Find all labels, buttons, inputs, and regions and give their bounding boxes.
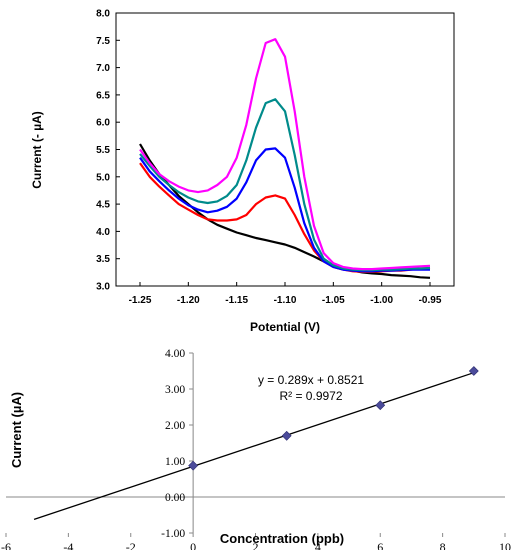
bottom-x-tick-label: -6: [1, 540, 11, 550]
voltammogram-series-1: [139, 143, 431, 279]
top-y-tick-label: 3.5: [96, 254, 110, 265]
voltammogram-series-3: [139, 147, 430, 273]
regression-equation: y = 0.289x + 0.8521: [258, 373, 364, 387]
bottom-x-tick-label: 6: [377, 540, 383, 550]
bottom-y-tick-label: 4.00: [165, 348, 185, 360]
top-y-tick-label: 7.0: [96, 63, 110, 74]
top-x-tick-label: -1.10: [274, 295, 297, 306]
voltammogram-series-5: [139, 38, 431, 271]
top-x-axis: -1.25 -1.20 -1.15 -1.10 -1.05 -1.00 -0.95: [129, 282, 442, 306]
top-y-tick-label: 4.0: [96, 227, 110, 238]
regression-line: [33, 372, 475, 521]
voltammogram-series-2: [139, 162, 431, 273]
top-x-tick-label: -0.95: [419, 295, 442, 306]
bottom-y-axis-title: Current (µA): [9, 392, 24, 468]
top-y-tick-label: 7.5: [96, 36, 110, 47]
data-point: [468, 366, 479, 376]
top-x-tick-label: -1.00: [370, 295, 393, 306]
r-squared-label: R² = 0.9972: [279, 389, 342, 403]
bottom-x-tick-label: 4: [315, 540, 321, 550]
fit-line-group: [33, 372, 475, 521]
top-y-tick-label: 4.5: [96, 200, 110, 211]
bottom-y-tick-label: -1.00: [161, 528, 185, 540]
top-y-tick-label: 6.5: [96, 90, 110, 101]
data-point: [281, 430, 292, 441]
top-y-tick-label: 5.0: [96, 172, 110, 183]
bottom-x-axis: -6 -4 -2 0 2 4 6 8 10: [1, 533, 511, 550]
bottom-y-tick-label: 0.00: [165, 492, 185, 504]
bottom-y-tick-label: 3.00: [165, 384, 185, 396]
bottom-y-tick-label: 2.00: [165, 420, 185, 432]
top-y-tick-label: 8.0: [96, 9, 110, 20]
top-x-tick-label: -1.15: [225, 295, 248, 306]
top-y-tick-label: 5.5: [96, 145, 110, 156]
top-x-tick-label: -1.05: [322, 295, 345, 306]
top-x-tick-label: -1.20: [177, 295, 200, 306]
top-y-axis: 3.0 3.5 4.0 4.5 5.0 5.5 6.0 6.5 7.0 7.5 8.0: [96, 9, 120, 293]
top-y-tick-label: 6.0: [96, 118, 110, 129]
top-x-tick-label: -1.25: [129, 295, 152, 306]
bottom-y-axis: -1.00 0.00 1.00 2.00 3.00 4.00: [161, 348, 194, 540]
bottom-x-axis-title: Concentration (ppb): [220, 531, 344, 546]
bottom-x-tick-label: 10: [499, 540, 511, 550]
top-x-axis-title: Potential (V): [250, 320, 320, 334]
voltammogram-chart: 3.03.54.04.55.05.56.06.57.07.58.0 -1.25-…: [30, 9, 455, 334]
top-series-group: [139, 38, 431, 279]
bottom-axes: [6, 353, 505, 533]
bottom-x-tick-label: -2: [126, 540, 136, 550]
bottom-x-tick-label: 8: [440, 540, 446, 550]
bottom-y-tick-label: 1.00: [165, 456, 185, 468]
bottom-x-tick-label: 0: [190, 540, 196, 550]
data-point: [375, 400, 386, 411]
bottom-x-tick-label: 2: [253, 540, 259, 550]
top-y-tick-label: 3.0: [96, 282, 110, 293]
data-points-group: [188, 366, 479, 471]
bottom-x-tick-label: -4: [63, 540, 73, 550]
top-y-axis-title: Current (- µA): [30, 111, 44, 189]
calibration-chart: -1.000.001.002.003.004.00 -6 -4 -2 0 2 4 6 8 10 …: [1, 348, 511, 550]
data-point: [188, 460, 199, 471]
